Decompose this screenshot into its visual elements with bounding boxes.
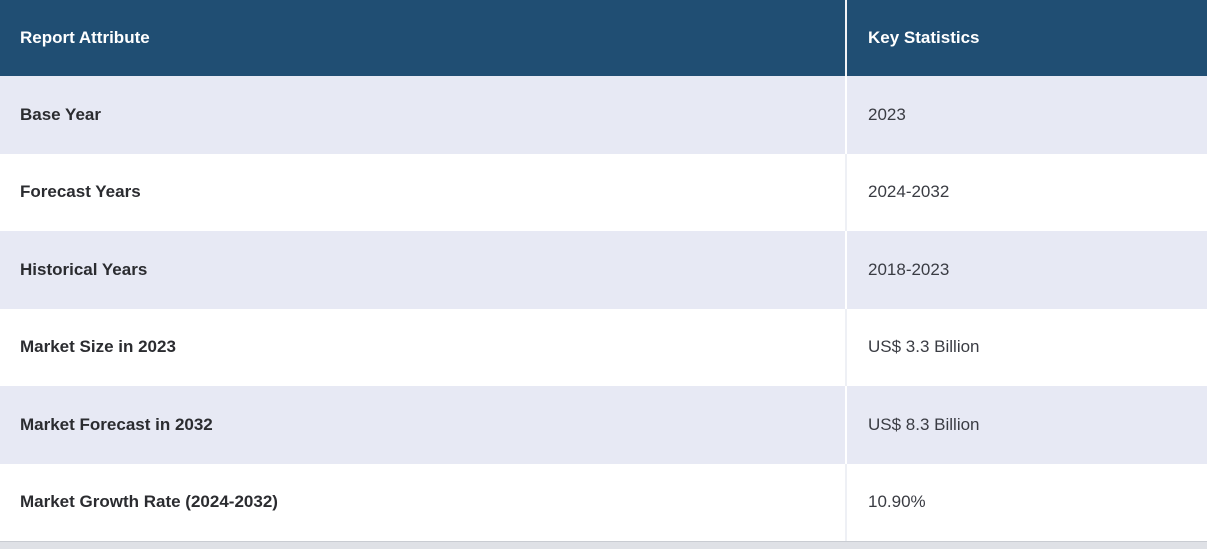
table-bottom-strip [0,541,1207,549]
row-attribute-label: Market Forecast in 2032 [20,414,213,434]
table-row-market-size-2023: Market Size in 2023 US$ 3.3 Billion [0,308,1207,386]
row-value: 2024-2032 [845,153,1207,231]
row-attribute-label: Historical Years [20,259,148,279]
table-row-forecast-years: Forecast Years 2024-2032 [0,153,1207,231]
row-attribute-label: Market Size in 2023 [20,337,176,357]
row-value: US$ 8.3 Billion [845,386,1207,464]
table-row-historical-years: Historical Years 2018-2023 [0,231,1207,309]
row-value: 2023 [845,76,1207,154]
row-attribute-label: Base Year [20,104,101,124]
row-value: 2018-2023 [845,231,1207,309]
table-row-base-year: Base Year 2023 [0,76,1207,154]
row-value: US$ 3.3 Billion [845,308,1207,386]
row-attribute-label: Forecast Years [20,182,141,202]
table-row-market-growth-rate: Market Growth Rate (2024-2032) 10.90% [0,463,1207,541]
row-attribute-label: Market Growth Rate (2024-2032) [20,492,278,512]
table-header-row: Report Attribute Key Statistics [0,0,1207,76]
row-value: 10.90% [845,463,1207,541]
column-header-report-attribute: Report Attribute [20,27,150,47]
column-header-key-statistics: Key Statistics [845,0,1207,76]
table-row-market-forecast-2032: Market Forecast in 2032 US$ 8.3 Billion [0,386,1207,464]
